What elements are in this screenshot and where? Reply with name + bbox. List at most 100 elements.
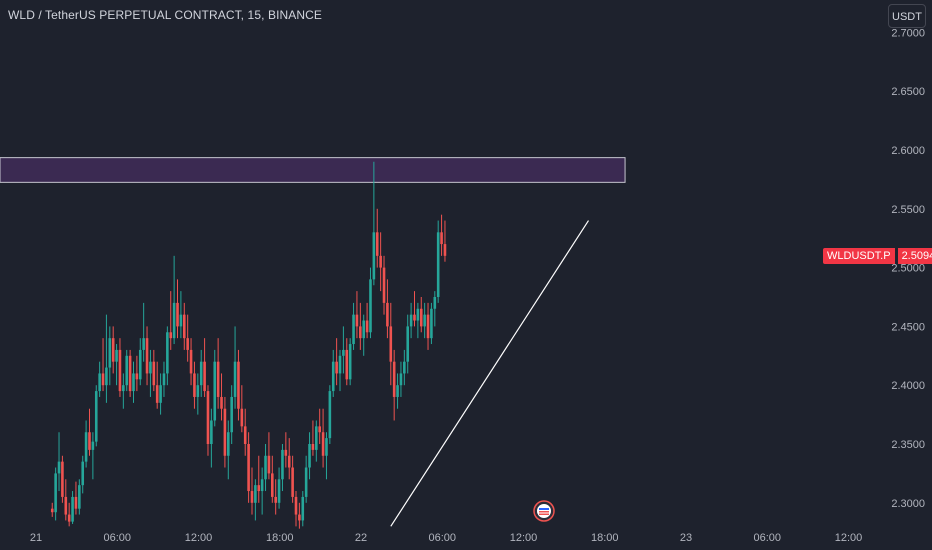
candle[interactable] (71, 491, 74, 524)
candle[interactable] (138, 338, 142, 386)
candle[interactable] (287, 438, 291, 480)
candle[interactable] (182, 302, 186, 350)
candle[interactable] (50, 502, 54, 517)
candle[interactable] (254, 479, 257, 521)
candle[interactable] (203, 338, 206, 397)
candle[interactable] (122, 373, 125, 409)
candle[interactable] (406, 314, 410, 374)
candle[interactable] (159, 373, 162, 415)
candle[interactable] (284, 432, 288, 468)
candle[interactable] (331, 349, 335, 397)
candle[interactable] (118, 338, 122, 397)
candle[interactable] (210, 408, 213, 468)
candle[interactable] (416, 302, 420, 339)
candle[interactable] (101, 338, 105, 392)
candle[interactable] (115, 344, 118, 386)
candle[interactable] (88, 408, 91, 456)
candle[interactable] (54, 467, 57, 521)
candle[interactable] (223, 396, 227, 468)
candle[interactable] (372, 161, 376, 286)
candle[interactable] (382, 255, 386, 315)
candle[interactable] (98, 361, 101, 397)
time-axis[interactable]: 21 06:00 12:00 18:00 22 06:00 12:00 18:00 23 06:0… (30, 532, 862, 544)
candle[interactable] (237, 349, 240, 421)
candle[interactable] (74, 481, 78, 515)
candle[interactable] (348, 338, 352, 386)
candle[interactable] (57, 432, 61, 492)
candle[interactable] (169, 291, 173, 350)
candle[interactable] (321, 408, 325, 468)
candle[interactable] (142, 302, 145, 362)
candle[interactable] (199, 349, 203, 397)
candle[interactable] (105, 314, 108, 403)
candle[interactable] (162, 361, 166, 397)
candle[interactable] (166, 326, 169, 386)
candle[interactable] (403, 349, 406, 386)
candle[interactable] (294, 491, 298, 527)
price-axis[interactable]: 2.7000 2.6500 2.6000 2.5500 2.5000 2.4500 2.40… (891, 27, 925, 509)
candle[interactable] (94, 385, 98, 447)
candle[interactable] (257, 455, 261, 503)
candle[interactable] (145, 326, 149, 386)
candle[interactable] (81, 455, 85, 494)
candle[interactable] (352, 302, 355, 350)
candle[interactable] (64, 479, 68, 521)
candle[interactable] (413, 291, 416, 327)
candle[interactable] (369, 267, 372, 339)
candle[interactable] (328, 385, 332, 444)
candle[interactable] (386, 279, 389, 339)
candle[interactable] (301, 491, 305, 527)
candle[interactable] (423, 302, 426, 339)
candle[interactable] (84, 420, 88, 468)
candle[interactable] (345, 338, 349, 386)
candle[interactable] (430, 302, 433, 345)
candle[interactable] (359, 302, 362, 350)
candle[interactable] (125, 349, 129, 392)
candle[interactable] (436, 220, 440, 303)
candle[interactable] (176, 279, 179, 339)
candle[interactable] (250, 467, 254, 515)
candle[interactable] (78, 479, 81, 515)
candle[interactable] (189, 338, 193, 386)
candle[interactable] (335, 338, 338, 386)
candle[interactable] (375, 208, 379, 268)
candle[interactable] (186, 314, 189, 362)
candle[interactable] (409, 302, 413, 339)
candle[interactable] (179, 291, 183, 339)
candle[interactable] (338, 349, 342, 392)
candle[interactable] (149, 349, 152, 397)
candle[interactable] (277, 467, 281, 509)
candle[interactable] (365, 302, 369, 339)
events-flag-icon[interactable] (533, 500, 555, 522)
candle[interactable] (274, 479, 277, 515)
candle[interactable] (230, 385, 233, 444)
candle[interactable] (91, 432, 95, 480)
candle[interactable] (271, 455, 274, 503)
candle[interactable] (193, 361, 196, 409)
candle[interactable] (392, 349, 396, 421)
candle[interactable] (399, 361, 403, 397)
candle[interactable] (318, 408, 321, 444)
candle[interactable] (128, 349, 132, 397)
candle[interactable] (67, 502, 71, 527)
candle[interactable] (281, 444, 284, 492)
currency-button[interactable]: USDT (888, 4, 926, 28)
trendline[interactable] (390, 220, 590, 527)
candle[interactable] (443, 220, 447, 262)
candle[interactable] (362, 314, 366, 356)
candle[interactable] (220, 373, 223, 421)
candle[interactable] (342, 326, 345, 374)
candle[interactable] (298, 502, 301, 529)
candle[interactable] (304, 455, 308, 503)
candle[interactable] (291, 455, 294, 503)
candle[interactable] (111, 326, 115, 374)
candle[interactable] (264, 444, 267, 492)
candle[interactable] (325, 432, 328, 480)
candle[interactable] (226, 420, 230, 480)
candle[interactable] (152, 349, 156, 392)
resistance-zone[interactable] (0, 157, 626, 183)
candle[interactable] (419, 297, 423, 333)
candle[interactable] (355, 291, 359, 339)
candle[interactable] (206, 385, 210, 456)
candle[interactable] (379, 232, 382, 292)
